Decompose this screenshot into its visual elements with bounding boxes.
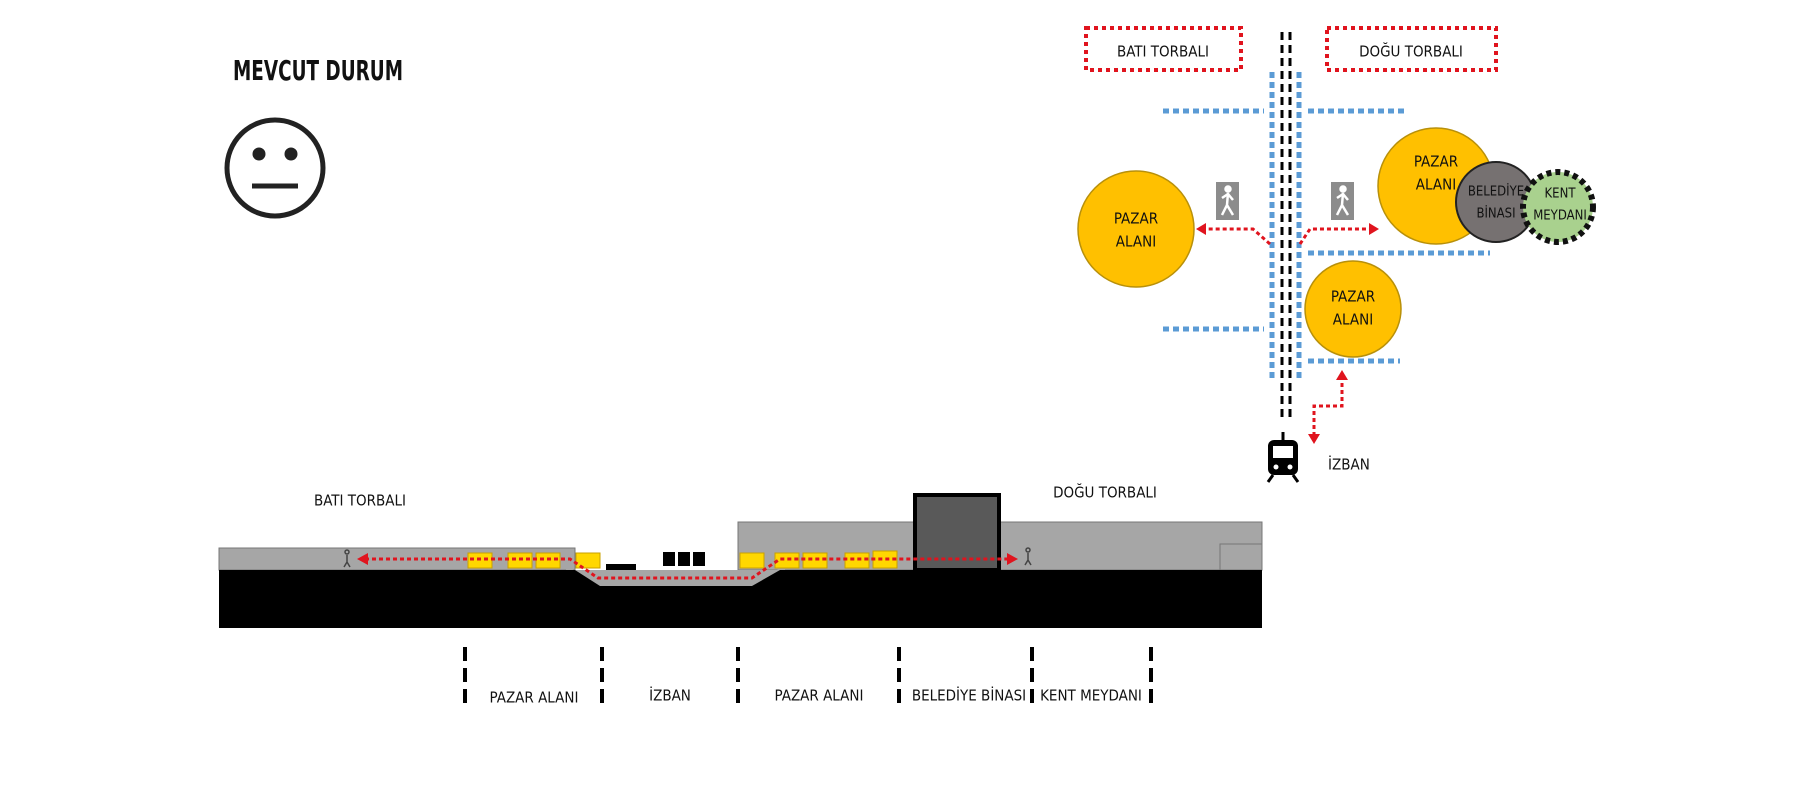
section	[218, 493, 1263, 628]
area-label: ALANI	[1116, 233, 1156, 251]
zone-label: BELEDİYE BİNASI	[912, 686, 1026, 705]
zone-label: İZBAN	[649, 686, 691, 705]
area-label: KENT	[1545, 187, 1577, 202]
zone-label: PAZAR ALANI	[775, 687, 864, 705]
area-label: PAZAR	[1331, 288, 1375, 306]
train-icon	[1266, 432, 1300, 483]
neutral-face	[224, 117, 326, 219]
title: MEVCUT DURUM	[233, 54, 403, 87]
west-box	[1084, 26, 1243, 72]
area-label: BELEDİYE	[1468, 184, 1524, 200]
arrowheads	[1196, 223, 1379, 444]
areas	[1077, 127, 1596, 358]
area-label: MEYDANI	[1533, 209, 1587, 224]
zone-label: PAZAR ALANI	[490, 689, 579, 707]
zone-label: KENT MEYDANI	[1040, 687, 1142, 705]
area-label: PAZAR	[1114, 210, 1158, 228]
blue-roads	[1163, 72, 1490, 380]
area-label: ALANI	[1333, 311, 1373, 329]
section-east-label: DOĞU TORBALI	[1053, 483, 1157, 502]
east-box	[1325, 26, 1498, 72]
station-label: İZBAN	[1328, 455, 1370, 474]
area-label: ALANI	[1416, 176, 1456, 194]
rail	[1280, 32, 1292, 418]
section-west-label: BATI TORBALI	[314, 492, 406, 510]
pedestrian-icons	[1216, 182, 1354, 220]
plan-west-label: BATI TORBALI	[1117, 43, 1209, 61]
dividers	[463, 647, 1153, 710]
red-arrows	[1205, 227, 1370, 436]
plan-east-label: DOĞU TORBALI	[1359, 42, 1463, 61]
area-label: PAZAR	[1414, 153, 1458, 171]
area-label: BİNASI	[1476, 206, 1515, 222]
